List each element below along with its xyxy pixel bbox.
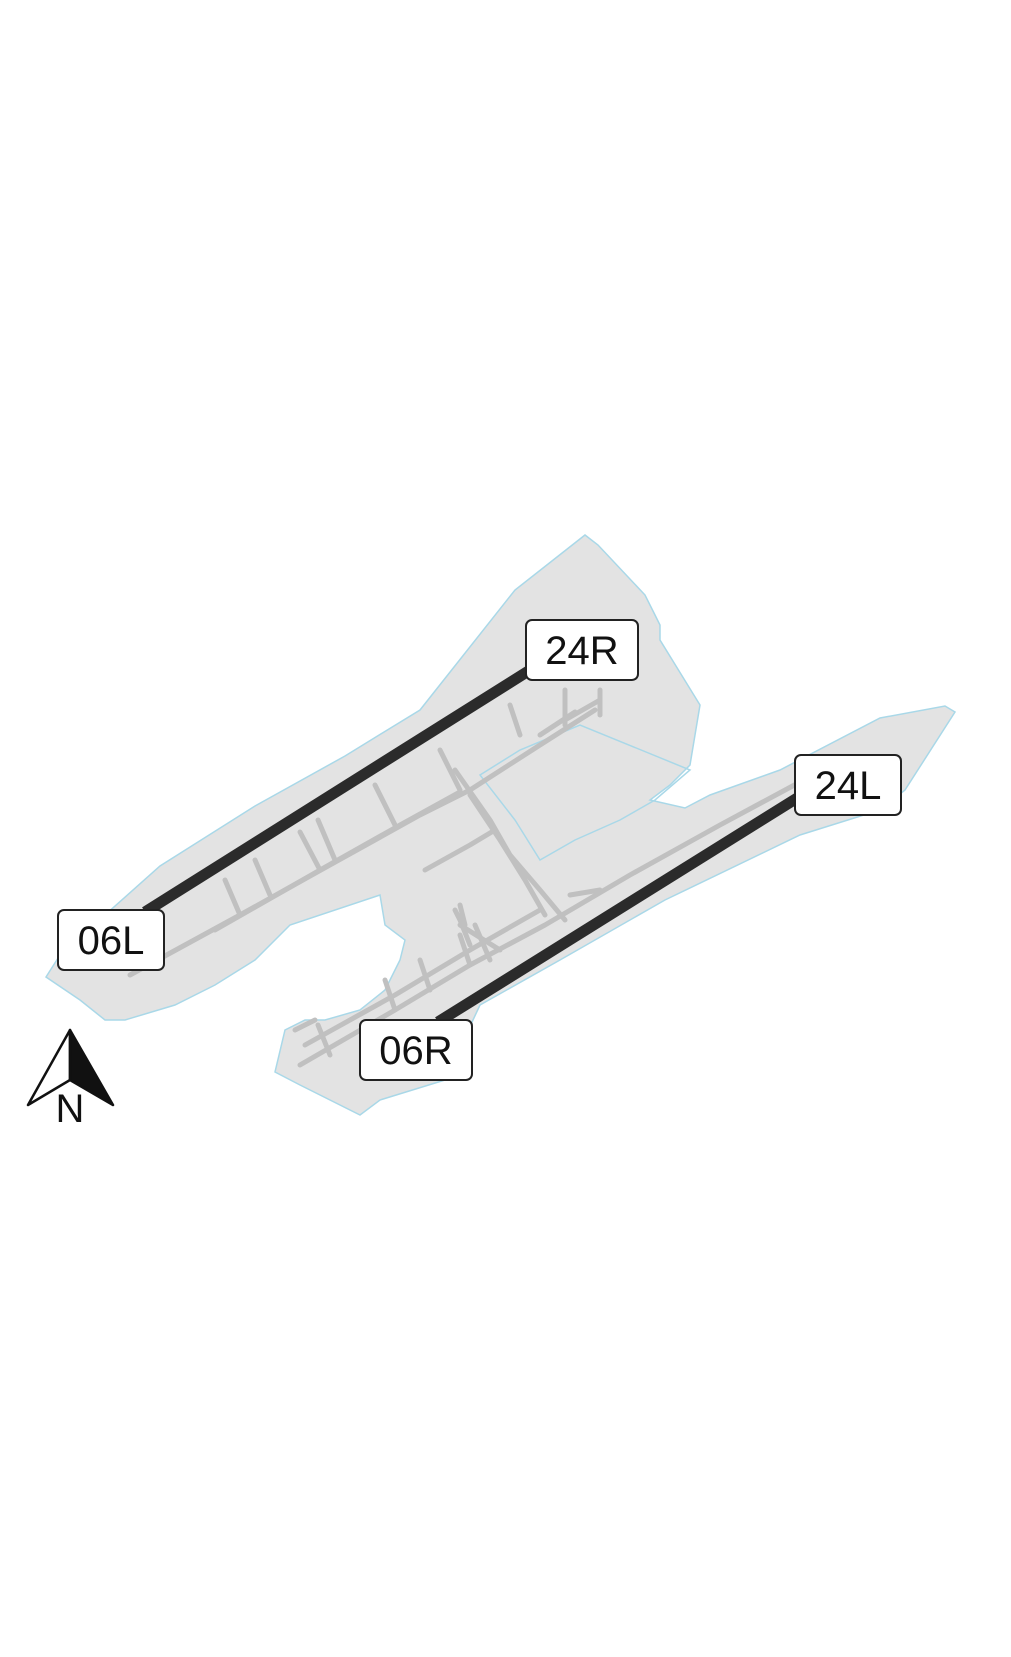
runway-06L-24R bbox=[142, 665, 533, 917]
taxiway-parallel-south bbox=[297, 762, 833, 1068]
runway-label-24L: 24L bbox=[794, 754, 902, 816]
runway-label-06R-text: 06R bbox=[379, 1029, 452, 1073]
runway-label-06L: 06L bbox=[57, 909, 165, 971]
runway-label-24L-text: 24L bbox=[815, 764, 882, 808]
airport-area-north bbox=[44, 534, 957, 1116]
taxiway-parallel-north-inner bbox=[212, 789, 463, 933]
runway-label-24R: 24R bbox=[525, 619, 639, 681]
runway-label-06L-text: 06L bbox=[78, 919, 145, 963]
north-arrow-label: N bbox=[56, 1087, 85, 1131]
taxiways bbox=[127, 687, 833, 1068]
north-arrow-icon: N bbox=[26, 1028, 115, 1131]
runway-label-24R-text: 24R bbox=[545, 629, 618, 673]
taxiway-parallel-south-inner bbox=[302, 907, 543, 1048]
runway-label-06R: 06R bbox=[359, 1019, 473, 1081]
runway-06R-24L bbox=[435, 785, 813, 1027]
